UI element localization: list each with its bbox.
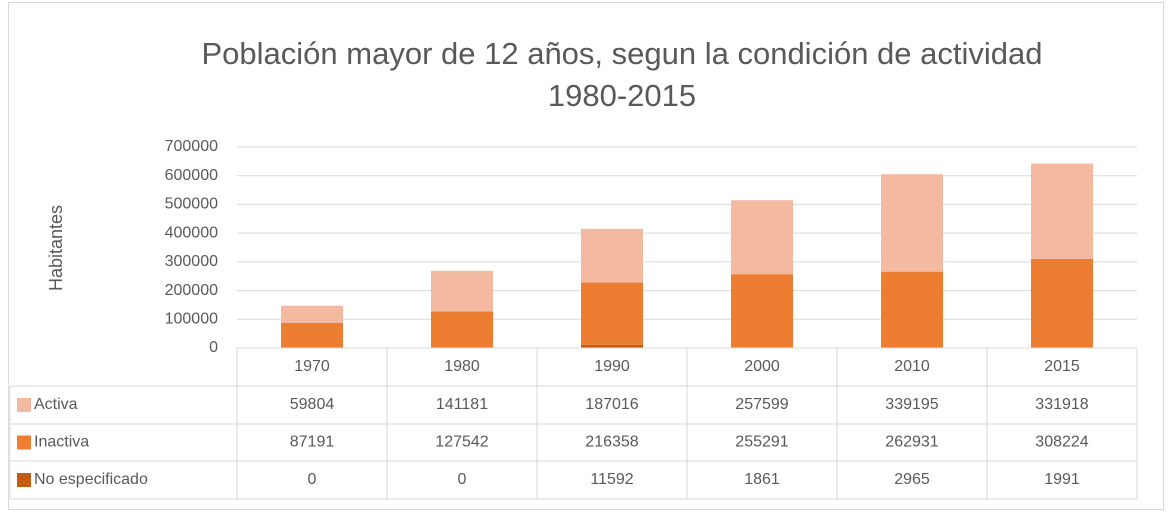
table-value: 262931 xyxy=(885,434,938,451)
x-tick-label: 2015 xyxy=(1044,358,1080,375)
bar-segment xyxy=(581,344,643,348)
bar-segment xyxy=(881,271,943,348)
bar-segment xyxy=(431,311,493,348)
bar-segment xyxy=(1031,258,1093,348)
x-tick-label: 1980 xyxy=(444,358,480,375)
y-tick-label: 300000 xyxy=(165,253,218,270)
legend-label: No especificado xyxy=(34,471,148,488)
table-value: 127542 xyxy=(435,434,488,451)
bar-segment xyxy=(731,274,793,348)
table-value: 187016 xyxy=(585,396,638,413)
bar-segment xyxy=(431,270,493,312)
table-value: 59804 xyxy=(290,396,335,413)
table-value: 2965 xyxy=(894,471,930,488)
table-value: 141181 xyxy=(436,396,488,413)
y-tick-label: 600000 xyxy=(165,167,218,184)
legend-key xyxy=(17,435,31,450)
chart-title: Población mayor de 12 años, segun la con… xyxy=(202,36,1043,71)
bar-segment xyxy=(581,282,643,345)
y-tick-label: 100000 xyxy=(165,311,218,328)
x-tick-label: 1990 xyxy=(594,358,630,375)
legend-key xyxy=(17,473,31,487)
y-axis-label: Habitantes xyxy=(46,205,66,291)
bar-segment xyxy=(1031,163,1093,259)
bar-segment xyxy=(281,305,343,323)
y-tick-label: 200000 xyxy=(165,282,218,299)
x-tick-label: 2010 xyxy=(894,358,930,375)
y-tick-label: 700000 xyxy=(165,138,218,155)
y-tick-label: 0 xyxy=(209,339,218,356)
bar-segment xyxy=(881,174,943,272)
table-value: 1861 xyxy=(744,471,780,488)
table-value: 0 xyxy=(308,471,317,488)
table-value: 308224 xyxy=(1035,434,1088,451)
table-value: 0 xyxy=(458,471,467,488)
table-value: 216358 xyxy=(585,434,638,451)
x-tick-label: 2000 xyxy=(744,358,780,375)
y-tick-label: 500000 xyxy=(165,196,218,213)
legend-label: Activa xyxy=(34,396,78,413)
bar-segment xyxy=(731,200,793,275)
table-value: 1991 xyxy=(1044,471,1080,488)
table-value: 11592 xyxy=(590,471,633,488)
x-tick-label: 1970 xyxy=(294,358,330,375)
table-value: 257599 xyxy=(735,396,788,413)
table-value: 339195 xyxy=(885,396,938,413)
table-value: 255291 xyxy=(735,434,788,451)
legend-key xyxy=(17,398,31,412)
bar-segment xyxy=(281,322,343,348)
y-tick-label: 400000 xyxy=(165,224,218,241)
legend-label: Inactiva xyxy=(34,434,89,451)
chart-subtitle: 1980-2015 xyxy=(548,78,696,113)
table-value: 331918 xyxy=(1035,396,1088,413)
bar-segment xyxy=(581,228,643,283)
table-value: 87191 xyxy=(290,434,335,451)
